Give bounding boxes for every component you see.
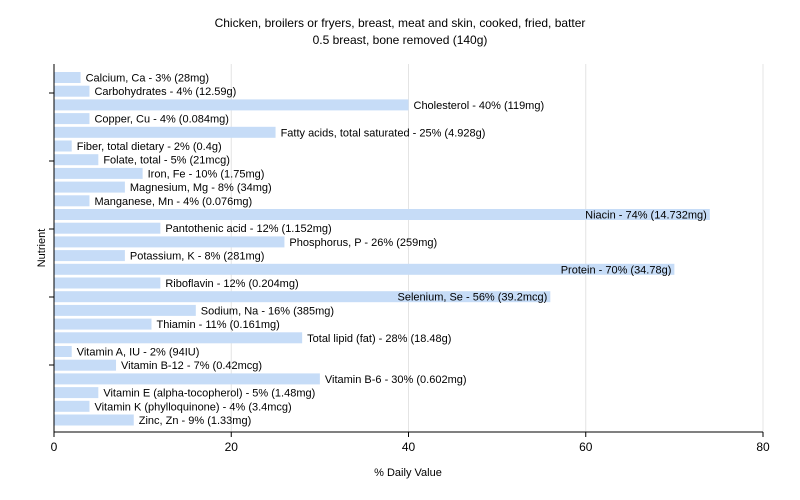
bar bbox=[54, 277, 161, 289]
bar bbox=[54, 99, 409, 111]
y-axis-label: Nutrient bbox=[36, 229, 48, 268]
bar bbox=[54, 209, 710, 220]
bars bbox=[54, 72, 710, 426]
chart-subtitle: 0.5 breast, bone removed (140g) bbox=[313, 33, 488, 47]
bar-label: Sodium, Na - 16% (385mg) bbox=[201, 305, 334, 317]
x-tick-label: 80 bbox=[756, 440, 770, 454]
bar bbox=[54, 263, 675, 275]
bar-label: Calcium, Ca - 3% (28mg) bbox=[86, 73, 209, 85]
bar bbox=[54, 250, 125, 262]
bar-label: Vitamin A, IU - 2% (94IU) bbox=[77, 347, 200, 359]
bar-label: Magnesium, Mg - 8% (34mg) bbox=[130, 182, 272, 194]
x-axis-ticks: 0 20 40 60 80 bbox=[51, 432, 770, 454]
grid-lines bbox=[230, 64, 764, 432]
bar bbox=[54, 373, 320, 385]
bar-label: Riboflavin - 12% (0.204mg) bbox=[165, 278, 298, 290]
bar bbox=[54, 167, 143, 179]
bar bbox=[54, 400, 90, 412]
bar bbox=[54, 332, 303, 344]
bar-label: Cholesterol - 40% (119mg) bbox=[414, 100, 545, 112]
bar bbox=[54, 318, 152, 330]
bar-label: Folate, total - 5% (21mcg) bbox=[103, 155, 230, 167]
bar bbox=[54, 236, 285, 248]
bar bbox=[54, 85, 90, 97]
bar-label: Vitamin E (alpha-tocopherol) - 5% (1.48m… bbox=[103, 388, 315, 400]
bar-label: Thiamin - 11% (0.161mg) bbox=[156, 319, 279, 331]
bar-label: Phosphorus, P - 26% (259mg) bbox=[289, 237, 437, 249]
bar bbox=[54, 304, 196, 316]
bar-label: Manganese, Mn - 4% (0.076mg) bbox=[94, 196, 252, 208]
bar-label: Iron, Fe - 10% (1.75mg) bbox=[148, 168, 265, 180]
y-axis-ticks bbox=[49, 92, 54, 366]
bar-label: Pantothenic acid - 12% (1.152mg) bbox=[165, 223, 331, 235]
bar-label: Selenium, Se - 56% (39.2mcg) bbox=[398, 292, 548, 304]
bar bbox=[54, 222, 161, 234]
bar bbox=[54, 181, 125, 193]
bar-label: Protein - 70% (34.78g) bbox=[561, 264, 672, 276]
bar-label: Carbohydrates - 4% (12.59g) bbox=[94, 86, 236, 98]
bar-label: Vitamin B-12 - 7% (0.42mcg) bbox=[121, 360, 262, 372]
x-tick-label: 20 bbox=[225, 440, 239, 454]
bar bbox=[54, 387, 99, 399]
bar bbox=[54, 72, 81, 83]
x-tick-label: 40 bbox=[402, 440, 416, 454]
bar-label: Total lipid (fat) - 28% (18.48g) bbox=[307, 333, 451, 345]
bar bbox=[54, 359, 117, 371]
x-axis-label: % Daily Value bbox=[374, 467, 442, 479]
bar bbox=[54, 140, 72, 152]
bar-label: Zinc, Zn - 9% (1.33mg) bbox=[139, 415, 251, 427]
bar-label: Copper, Cu - 4% (0.084mg) bbox=[94, 114, 229, 126]
bar bbox=[54, 195, 90, 207]
bar bbox=[54, 113, 90, 125]
bar-label: Niacin - 74% (14.732mg) bbox=[585, 210, 707, 222]
bar bbox=[54, 414, 134, 426]
bar-label: Vitamin B-6 - 30% (0.602mg) bbox=[325, 374, 467, 386]
bar bbox=[54, 291, 551, 303]
bar-label: Potassium, K - 8% (281mg) bbox=[130, 251, 265, 263]
chart-title: Chicken, broilers or fryers, breast, mea… bbox=[215, 16, 586, 30]
bar-labels: Calcium, Ca - 3% (28mg)Carbohydrates - 4… bbox=[77, 73, 707, 428]
x-tick-label: 0 bbox=[51, 440, 58, 454]
bar bbox=[54, 126, 276, 138]
bar-label: Fatty acids, total saturated - 25% (4.92… bbox=[281, 127, 486, 139]
bar-label: Fiber, total dietary - 2% (0.4g) bbox=[77, 141, 222, 153]
bar-label: Vitamin K (phylloquinone) - 4% (3.4mcg) bbox=[94, 401, 291, 413]
bar bbox=[54, 154, 99, 166]
x-tick-label: 60 bbox=[579, 440, 593, 454]
bar bbox=[54, 346, 72, 357]
